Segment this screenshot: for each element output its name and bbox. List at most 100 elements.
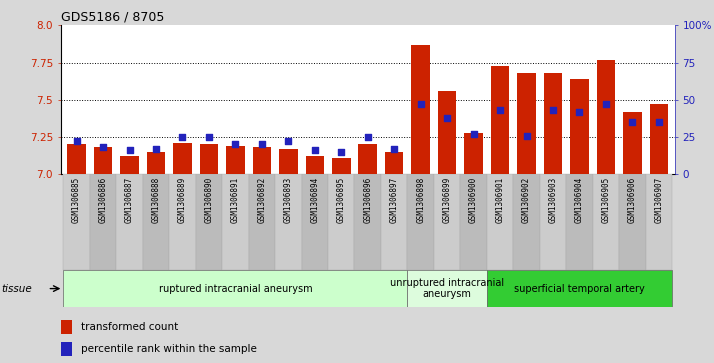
Text: GSM1306893: GSM1306893 [283, 177, 293, 223]
Text: GSM1306900: GSM1306900 [469, 177, 478, 223]
Bar [623, 112, 642, 174]
Text: transformed count: transformed count [81, 322, 178, 332]
Point [388, 146, 400, 152]
Text: GDS5186 / 8705: GDS5186 / 8705 [61, 11, 164, 24]
Bar [566, 174, 593, 270]
Point [230, 142, 241, 147]
Point [124, 147, 135, 153]
Text: GSM1306891: GSM1306891 [231, 177, 240, 223]
Point [494, 107, 506, 113]
Point [362, 134, 373, 140]
Point [627, 119, 638, 125]
Text: GSM1306890: GSM1306890 [204, 177, 213, 223]
Point [97, 144, 109, 150]
Text: percentile rank within the sample: percentile rank within the sample [81, 344, 257, 354]
Bar [332, 158, 351, 174]
Text: GSM1306886: GSM1306886 [99, 177, 108, 223]
Bar [540, 174, 566, 270]
Bar [306, 156, 324, 174]
Bar [67, 144, 86, 174]
Bar [253, 147, 271, 174]
Text: GSM1306903: GSM1306903 [548, 177, 558, 223]
Point [547, 107, 558, 113]
Bar [328, 174, 354, 270]
Bar [408, 270, 487, 307]
Point [468, 131, 479, 137]
Text: superficial temporal artery: superficial temporal artery [514, 284, 645, 294]
Text: GSM1306888: GSM1306888 [151, 177, 161, 223]
Text: GSM1306898: GSM1306898 [416, 177, 425, 223]
Point [441, 115, 453, 121]
Point [600, 101, 612, 107]
Bar [645, 174, 672, 270]
Text: GSM1306885: GSM1306885 [72, 177, 81, 223]
Bar [487, 174, 513, 270]
Bar [146, 152, 165, 174]
Text: GSM1306892: GSM1306892 [257, 177, 266, 223]
Bar [174, 143, 191, 174]
Point [574, 109, 585, 115]
Bar [438, 91, 456, 174]
Bar [143, 174, 169, 270]
Text: GSM1306896: GSM1306896 [363, 177, 372, 223]
Bar [120, 156, 139, 174]
Bar [61, 342, 71, 356]
Text: GSM1306894: GSM1306894 [311, 177, 319, 223]
Text: GSM1306895: GSM1306895 [337, 177, 346, 223]
Point [309, 147, 321, 153]
Bar [64, 270, 408, 307]
Point [283, 139, 294, 144]
Point [177, 134, 188, 140]
Bar [358, 144, 377, 174]
Point [150, 146, 161, 152]
Bar [570, 79, 589, 174]
Text: unruptured intracranial
aneurysm: unruptured intracranial aneurysm [390, 278, 504, 299]
Bar [381, 174, 408, 270]
Bar [619, 174, 645, 270]
Text: GSM1306904: GSM1306904 [575, 177, 584, 223]
Bar [200, 144, 218, 174]
Point [203, 134, 215, 140]
Bar [354, 174, 381, 270]
Bar [411, 45, 430, 174]
Text: GSM1306907: GSM1306907 [654, 177, 663, 223]
Bar [116, 174, 143, 270]
Bar [544, 73, 562, 174]
Text: GSM1306901: GSM1306901 [496, 177, 505, 223]
Text: GSM1306897: GSM1306897 [390, 177, 398, 223]
Text: tissue: tissue [1, 284, 32, 294]
Text: GSM1306887: GSM1306887 [125, 177, 134, 223]
Bar [593, 174, 619, 270]
Bar [487, 270, 672, 307]
Text: GSM1306889: GSM1306889 [178, 177, 187, 223]
Point [415, 101, 426, 107]
Text: GSM1306899: GSM1306899 [443, 177, 452, 223]
Text: GSM1306902: GSM1306902 [522, 177, 531, 223]
Bar [464, 132, 483, 174]
Bar [94, 147, 112, 174]
Bar [279, 149, 298, 174]
Bar [597, 60, 615, 174]
Bar [461, 174, 487, 270]
Bar [90, 174, 116, 270]
Bar [169, 174, 196, 270]
Point [71, 139, 82, 144]
Text: GSM1306906: GSM1306906 [628, 177, 637, 223]
Bar [650, 104, 668, 174]
Bar [491, 66, 509, 174]
Point [521, 132, 532, 138]
Bar [222, 174, 248, 270]
Bar [248, 174, 275, 270]
Bar [275, 174, 301, 270]
Text: ruptured intracranial aneurysm: ruptured intracranial aneurysm [159, 284, 312, 294]
Bar [408, 174, 434, 270]
Text: GSM1306905: GSM1306905 [601, 177, 610, 223]
Bar [226, 146, 245, 174]
Point [256, 142, 268, 147]
Bar [385, 152, 403, 174]
Bar [301, 174, 328, 270]
Bar [517, 73, 536, 174]
Bar [61, 320, 71, 334]
Bar [64, 174, 90, 270]
Point [653, 119, 665, 125]
